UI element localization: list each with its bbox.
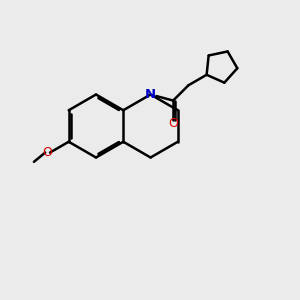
Text: O: O [43, 146, 52, 159]
Text: N: N [145, 88, 156, 101]
Text: O: O [168, 118, 178, 130]
